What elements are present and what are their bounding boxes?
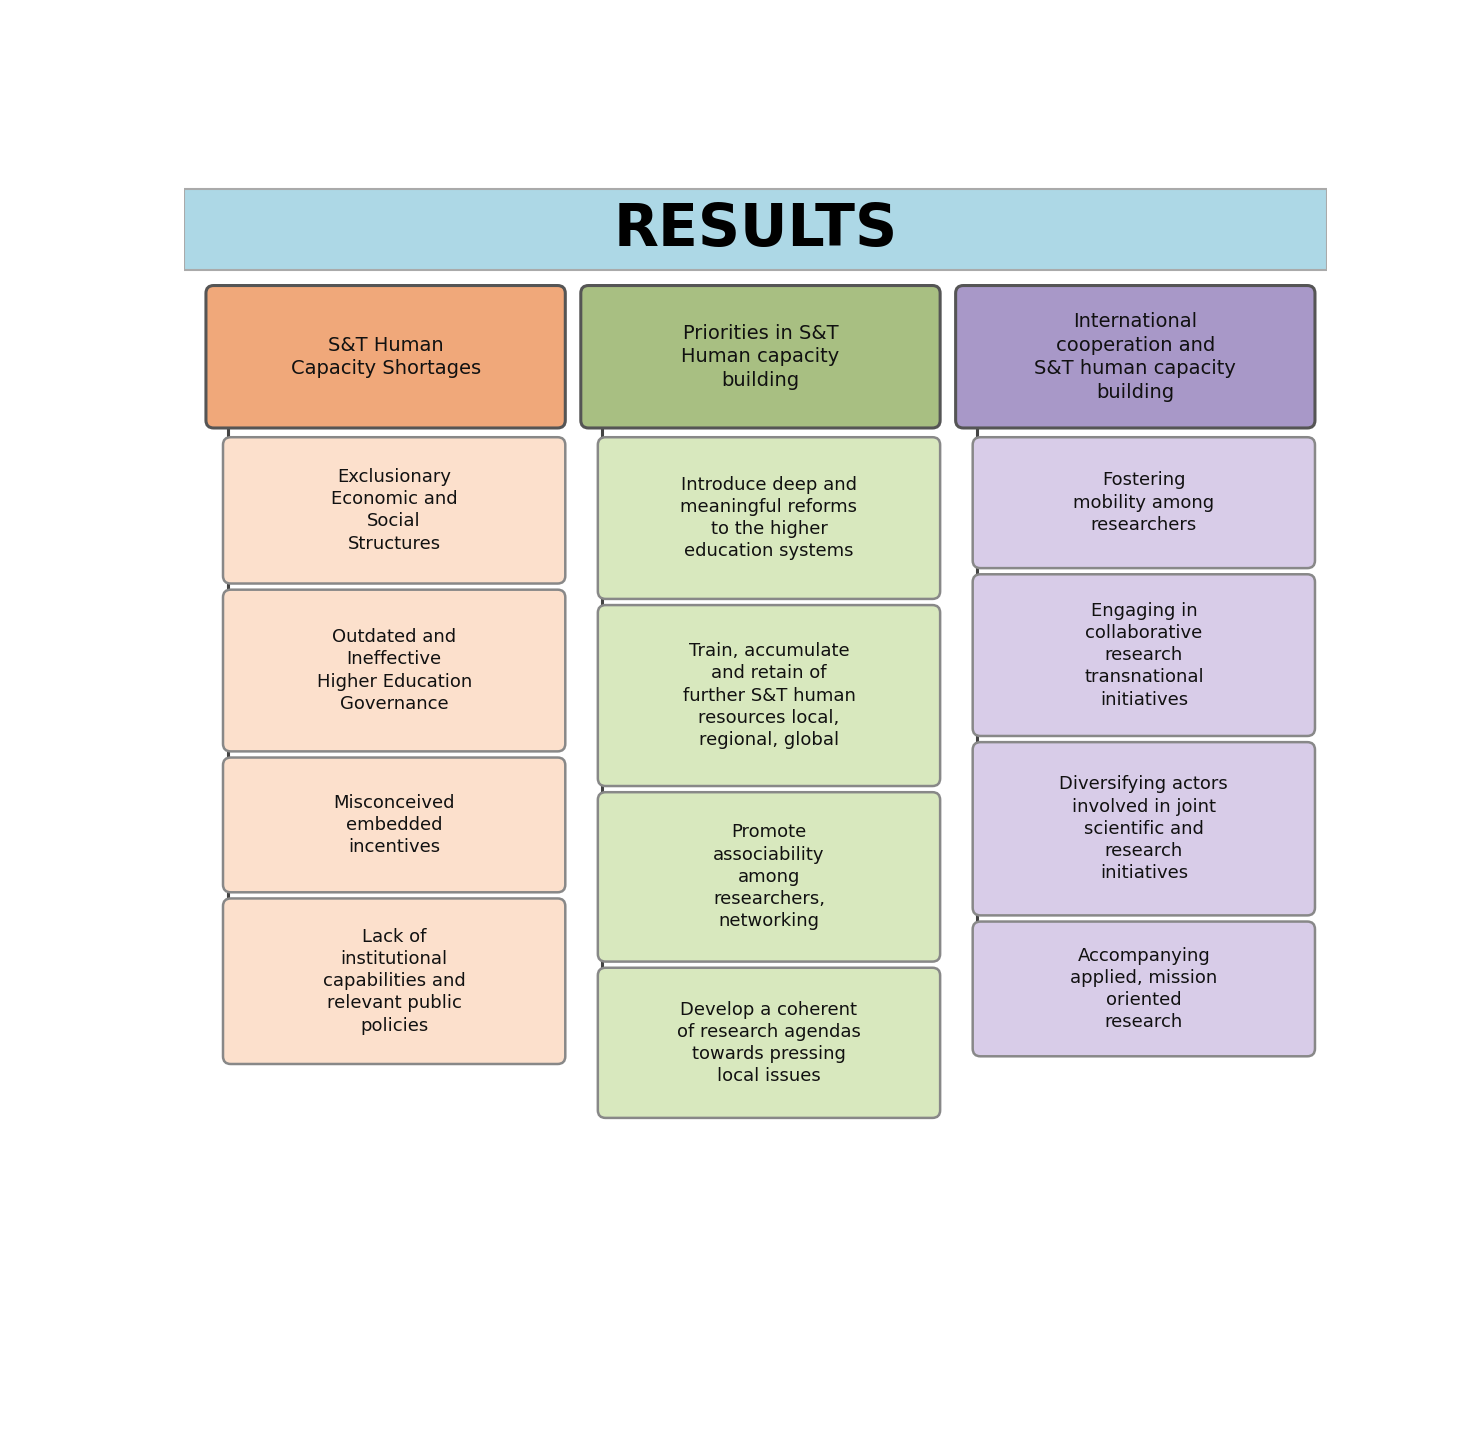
Text: Develop a coherent
of research agendas
towards pressing
local issues: Develop a coherent of research agendas t…: [677, 1000, 861, 1085]
Text: Promote
associability
among
researchers,
networking: Promote associability among researchers,…: [713, 823, 825, 930]
Text: Exclusionary
Economic and
Social
Structures: Exclusionary Economic and Social Structu…: [330, 468, 457, 552]
Text: Accompanying
applied, mission
oriented
research: Accompanying applied, mission oriented r…: [1070, 946, 1218, 1032]
Text: Introduce deep and
meaningful reforms
to the higher
education systems: Introduce deep and meaningful reforms to…: [681, 475, 858, 561]
Text: RESULTS: RESULTS: [613, 201, 898, 258]
Text: Diversifying actors
involved in joint
scientific and
research
initiatives: Diversifying actors involved in joint sc…: [1060, 775, 1228, 882]
Text: S&T Human
Capacity Shortages: S&T Human Capacity Shortages: [290, 336, 481, 378]
FancyBboxPatch shape: [598, 438, 940, 598]
FancyBboxPatch shape: [973, 922, 1315, 1056]
Text: Misconceived
embedded
incentives: Misconceived embedded incentives: [333, 794, 455, 856]
FancyBboxPatch shape: [973, 438, 1315, 568]
Text: Outdated and
Ineffective
Higher Education
Governance: Outdated and Ineffective Higher Educatio…: [317, 629, 472, 713]
FancyBboxPatch shape: [598, 606, 940, 785]
FancyBboxPatch shape: [973, 742, 1315, 916]
Text: Engaging in
collaborative
research
transnational
initiatives: Engaging in collaborative research trans…: [1083, 601, 1204, 709]
FancyBboxPatch shape: [223, 898, 566, 1064]
FancyBboxPatch shape: [598, 793, 940, 962]
Text: Priorities in S&T
Human capacity
building: Priorities in S&T Human capacity buildin…: [681, 323, 840, 390]
Text: Train, accumulate
and retain of
further S&T human
resources local,
regional, glo: Train, accumulate and retain of further …: [682, 642, 855, 749]
FancyBboxPatch shape: [973, 574, 1315, 736]
Text: Lack of
institutional
capabilities and
relevant public
policies: Lack of institutional capabilities and r…: [323, 927, 466, 1035]
FancyBboxPatch shape: [581, 285, 940, 427]
FancyBboxPatch shape: [223, 438, 566, 584]
FancyBboxPatch shape: [955, 285, 1315, 427]
Text: International
cooperation and
S&T human capacity
building: International cooperation and S&T human …: [1035, 312, 1237, 401]
FancyBboxPatch shape: [223, 758, 566, 893]
FancyBboxPatch shape: [206, 285, 566, 427]
Text: Fostering
mobility among
researchers: Fostering mobility among researchers: [1073, 471, 1215, 533]
FancyBboxPatch shape: [184, 190, 1327, 270]
FancyBboxPatch shape: [598, 968, 940, 1117]
FancyBboxPatch shape: [223, 590, 566, 752]
